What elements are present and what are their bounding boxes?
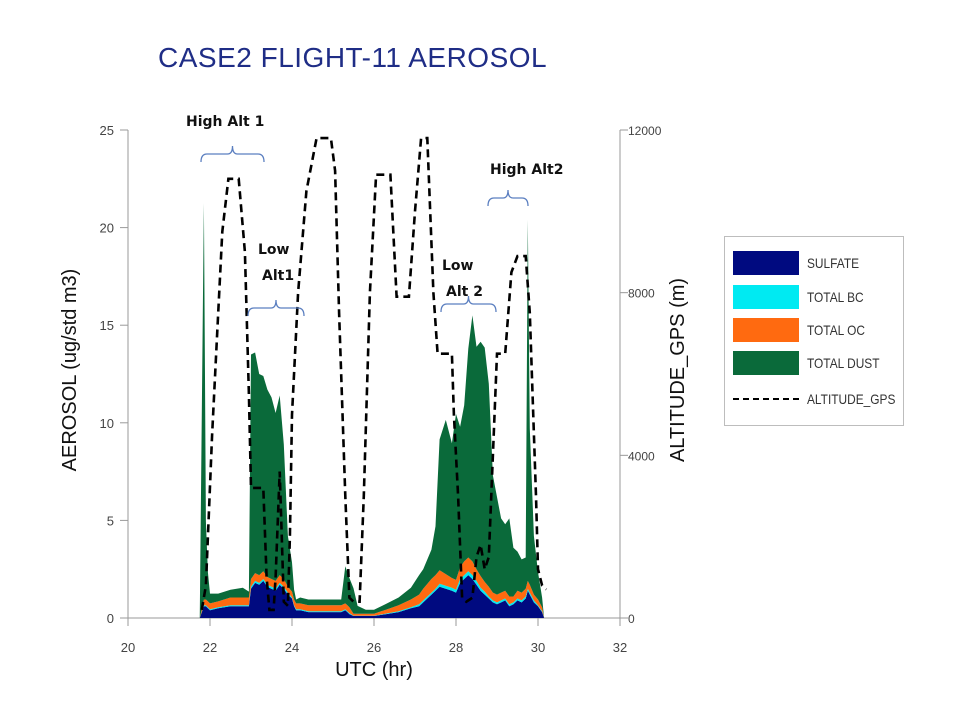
x-tick-label-20: 20 [121, 640, 135, 655]
x-tick-label-32: 32 [613, 640, 627, 655]
legend-swatch-total-dust [733, 351, 799, 375]
legend: SULFATE TOTAL BC TOTAL OC TOTAL DUST ALT… [724, 236, 904, 426]
area-series-sulfate [199, 575, 545, 618]
y2-tick-label-0: 0 [628, 612, 635, 626]
legend-swatch-total-oc [733, 318, 799, 342]
legend-swatch-total-bc [733, 285, 799, 309]
legend-swatch-sulfate [733, 251, 799, 275]
x-tick-label-24: 24 [285, 640, 299, 655]
y-tick-label-5: 5 [107, 513, 114, 528]
legend-label-total-oc: TOTAL OC [807, 322, 865, 338]
legend-line-altitude [733, 398, 799, 400]
legend-item-sulfate: SULFATE [733, 251, 868, 275]
legend-label-total-bc: TOTAL BC [807, 289, 864, 305]
y-tick-label-0: 0 [107, 611, 114, 626]
y-tick-label-25: 25 [100, 123, 114, 138]
legend-item-total-bc: TOTAL BC [733, 285, 874, 309]
annotation-low-alt2-line2: Alt 2 [446, 284, 483, 300]
y2-tick-label-12000: 12000 [628, 124, 662, 138]
y-tick-label-20: 20 [100, 221, 114, 236]
annotation-low-alt1-line1: Low [258, 242, 290, 258]
x-tick-label-22: 22 [203, 640, 217, 655]
y-tick-label-10: 10 [100, 416, 114, 431]
annotation-low-alt2-line1: Low [442, 258, 474, 274]
brace-high-alt-1 [200, 145, 265, 163]
legend-label-altitude: ALTITUDE_GPS [807, 391, 896, 407]
y2-axis-label: ALTITUDE_GPS (m) [667, 278, 689, 462]
brace-low-alt1 [247, 299, 305, 317]
annotation-high-alt2: High Alt2 [490, 162, 564, 178]
area-series-total-dust [199, 203, 545, 618]
y2-tick-label-4000: 4000 [628, 449, 655, 463]
legend-label-sulfate: SULFATE [807, 255, 860, 271]
legend-item-altitude: ALTITUDE_GPS [733, 387, 911, 411]
brace-low-alt2 [440, 295, 497, 313]
annotation-high-alt-1: High Alt 1 [186, 114, 265, 130]
x-tick-label-26: 26 [367, 640, 381, 655]
y-axis-label: AEROSOL (ug/std m3) [59, 269, 81, 472]
chart-title: CASE2 FLIGHT-11 AEROSOL [158, 42, 548, 73]
annotation-low-alt1-line2: Alt1 [262, 268, 295, 284]
legend-item-total-oc: TOTAL OC [733, 318, 875, 342]
legend-item-total-dust: TOTAL DUST [733, 351, 892, 375]
altitude-gps-line [200, 136, 548, 612]
brace-high-alt2 [487, 189, 529, 207]
x-tick-label-30: 30 [531, 640, 545, 655]
y2-tick-label-8000: 8000 [628, 287, 655, 301]
legend-label-total-dust: TOTAL DUST [807, 355, 880, 371]
x-tick-label-28: 28 [449, 640, 463, 655]
y-tick-label-15: 15 [100, 318, 114, 333]
x-axis-label: UTC (hr) [335, 659, 413, 681]
